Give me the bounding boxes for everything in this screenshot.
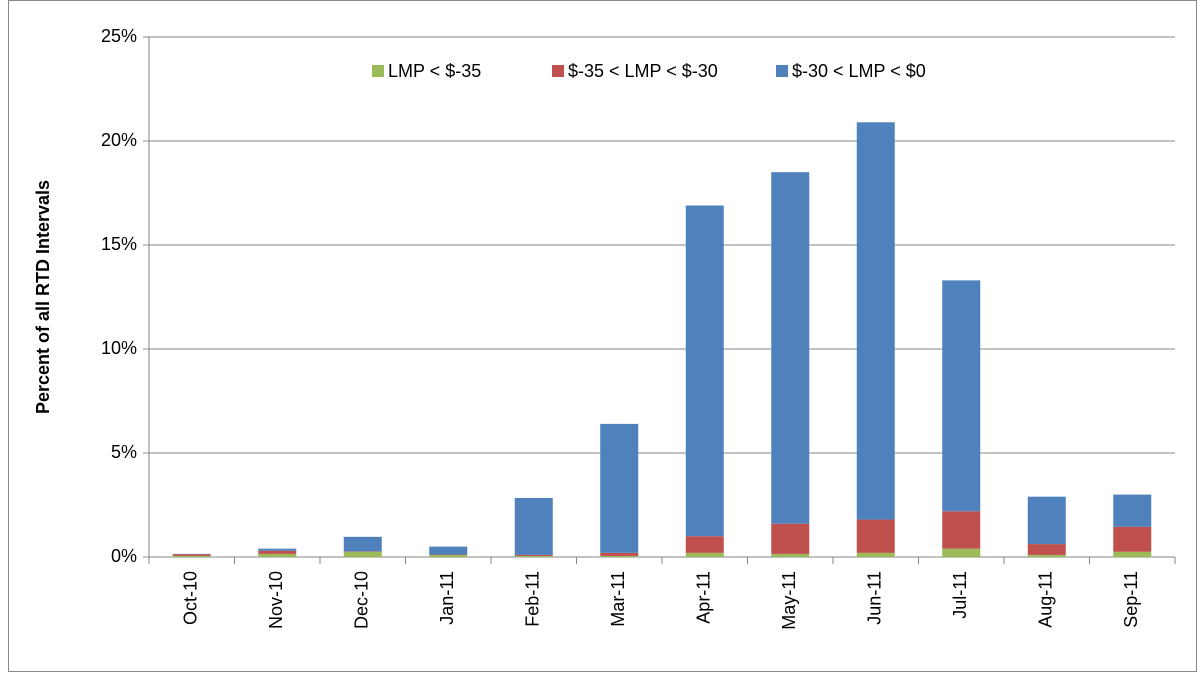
y-tick-label: 5% [111,442,137,462]
bar-segment [1113,551,1152,557]
bar-segment [942,511,981,549]
bar-segment [1113,526,1152,552]
x-tick-label: Jul-11 [950,571,970,619]
bar-segment [258,548,297,551]
bar-segment [856,122,895,520]
x-tick-label: Nov-10 [266,571,286,629]
bar-segment [258,553,297,557]
x-tick-label: Oct-10 [181,571,201,625]
bar-segment [172,555,211,557]
x-tick-label: Aug-11 [1036,571,1056,628]
y-tick-label: 15% [101,234,137,254]
bar-segment [343,536,382,552]
bar-segment [942,548,981,557]
bar-segment [856,519,895,553]
bar-segment [685,552,724,557]
legend-label: $-30 < LMP < $0 [792,61,926,81]
bar-segment [514,497,553,555]
bar-segment [258,550,297,554]
y-tick-label: 20% [101,130,137,150]
bar-segment [942,280,981,512]
bar-segment [1113,494,1152,527]
bar-segment [685,536,724,553]
x-tick-label: Jan-11 [437,571,457,625]
legend-label: $-35 < LMP < $-30 [568,61,718,81]
bar-segment [1027,496,1066,545]
x-tick-label: May-11 [779,571,799,630]
bar-segment [514,555,553,557]
bar-segment [1027,554,1066,557]
bar-segment [600,552,639,556]
bar-segment [514,554,553,556]
bar-segment [856,552,895,557]
y-tick-label: 25% [101,26,137,46]
x-tick-label: Dec-10 [352,571,372,629]
legend-swatch [776,65,788,77]
bar-segment [429,554,468,557]
bar-segment [771,523,810,554]
bar-segment [771,553,810,557]
x-tick-label: Apr-11 [694,571,714,624]
legend-label: LMP < $-35 [388,61,481,81]
x-tick-label: Jun-11 [865,571,885,625]
bar-segment [600,555,639,557]
y-tick-label: 10% [101,338,137,358]
x-tick-label: Mar-11 [608,571,628,627]
chart-frame [8,0,1197,672]
bar-segment [172,554,211,556]
bar-segment [600,423,639,553]
x-tick-label: Sep-11 [1121,571,1141,628]
bar-segment [1027,544,1066,555]
legend-swatch [552,65,564,77]
y-axis-label: Percent of all RTD Intervals [33,180,53,414]
bar-segment [771,172,810,524]
bar-segment [685,205,724,537]
x-tick-label: Feb-11 [523,571,543,627]
legend-swatch [372,65,384,77]
bar-segment [429,546,468,555]
y-tick-label: 0% [111,546,137,566]
bar-segment [343,551,382,557]
